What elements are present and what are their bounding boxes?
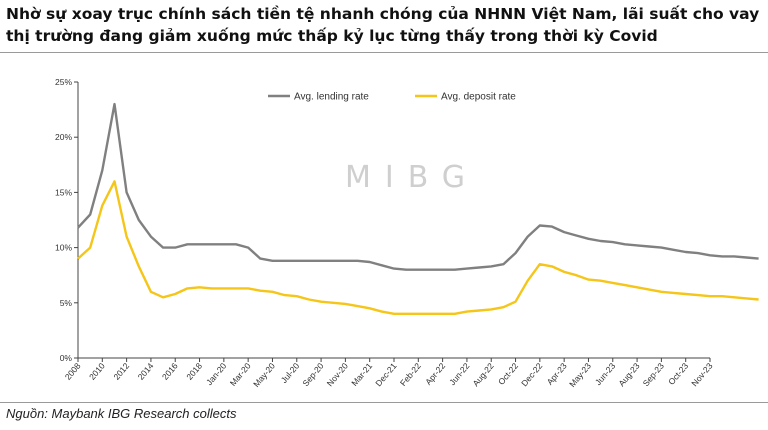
x-tick-label: Nov-20 <box>325 361 350 389</box>
x-tick-label: Feb-22 <box>398 361 423 388</box>
series-line-lending <box>77 102 759 271</box>
x-tick-label: Oct-23 <box>666 361 690 387</box>
x-tick-label: 2016 <box>160 361 180 382</box>
x-tick-label: 2008 <box>63 361 83 382</box>
x-axis: 2008 2010 2012 2014 2016 2018 Jan-20 Mar-20May-… <box>63 357 715 389</box>
x-tick-label: 2014 <box>136 361 156 382</box>
x-tick-label: Aug-23 <box>616 361 641 389</box>
x-tick-label: Dec-22 <box>519 361 544 389</box>
y-axis: 0% 5% 10% 15% 20% 25% <box>55 77 79 363</box>
x-tick-label: Sep-20 <box>300 361 325 389</box>
top-divider <box>0 52 768 53</box>
x-tick-label: Jun-22 <box>447 361 472 388</box>
source-note: Nguồn: Maybank IBG Research collects <box>6 406 237 421</box>
x-tick-label: Mar-21 <box>349 361 374 388</box>
title-line-2: thị trường đang giảm xuống mức thấp kỷ l… <box>6 27 658 45</box>
x-tick-label: Oct-22 <box>496 361 520 387</box>
bottom-divider <box>0 402 768 403</box>
x-tick-label: Dec-21 <box>373 361 398 389</box>
line-chart: 0% 5% 10% 15% 20% 25% 2008 2010 2012 2014 2016 201… <box>55 77 759 389</box>
title-line-1: Nhờ sự xoay trục chính sách tiền tệ nhan… <box>6 5 760 23</box>
y-tick-label: 25% <box>55 77 72 87</box>
series-group <box>77 102 759 316</box>
y-tick-label: 10% <box>55 243 72 253</box>
x-tick-label: Mar-20 <box>228 361 253 388</box>
x-tick-label: Jun-23 <box>593 361 618 388</box>
y-tick-label: 20% <box>55 132 72 142</box>
legend-label: Avg. lending rate <box>294 92 369 103</box>
x-tick-label: Sep-23 <box>641 361 666 389</box>
x-tick-label: May-20 <box>251 361 277 389</box>
x-tick-label: Nov-23 <box>689 361 714 389</box>
x-tick-label: Aug-22 <box>470 361 495 389</box>
y-tick-label: 5% <box>60 298 73 308</box>
x-tick-label: 2012 <box>111 361 131 382</box>
x-tick-label: Apr-22 <box>423 361 447 387</box>
legend: Avg. lending rate Avg. deposit rate <box>268 92 516 103</box>
x-tick-label: Apr-23 <box>545 361 569 387</box>
legend-label: Avg. deposit rate <box>441 92 516 103</box>
watermark: MIBG <box>345 160 479 195</box>
series-line-deposit <box>77 180 759 316</box>
y-tick-label: 0% <box>60 353 73 363</box>
x-tick-label: May-23 <box>567 361 593 389</box>
x-tick-label: Jul-20 <box>279 361 302 385</box>
x-tick-label: 2010 <box>87 361 107 382</box>
y-tick-label: 15% <box>55 187 72 197</box>
x-tick-label: Jan-20 <box>204 361 229 388</box>
x-tick-label: 2018 <box>184 361 204 382</box>
chart-title: Nhờ sự xoay trục chính sách tiền tệ nhan… <box>6 3 764 47</box>
